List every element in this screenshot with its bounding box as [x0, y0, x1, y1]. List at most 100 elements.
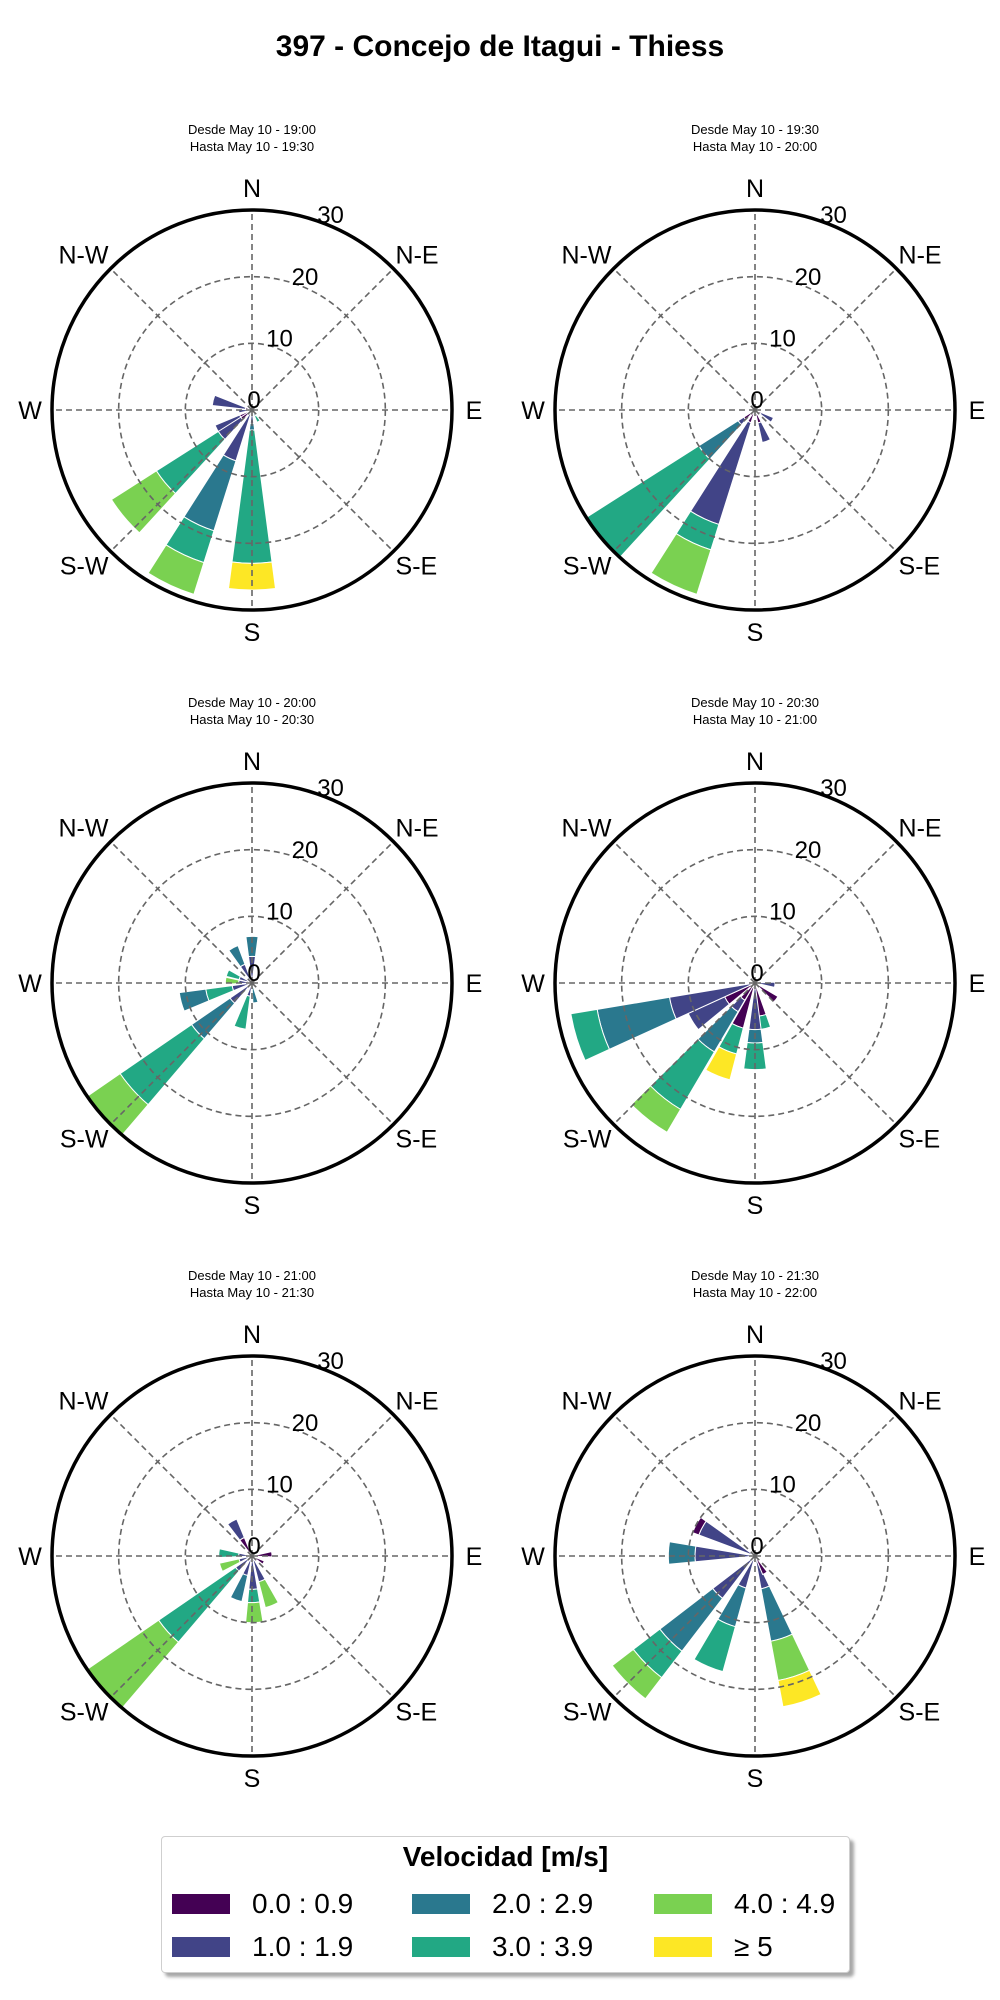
legend-label: 4.0 : 4.9: [734, 1888, 836, 1919]
legend-swatch: [412, 1894, 470, 1914]
radial-tick-label: 10: [266, 898, 293, 925]
windrose-bar-segment: [693, 1618, 737, 1673]
direction-label: S-W: [60, 553, 109, 581]
radial-gridline: [184, 1488, 320, 1624]
angular-gridline: [613, 1555, 756, 1698]
direction-label: E: [969, 1543, 986, 1571]
radial-gridline: [184, 915, 320, 1051]
angular-gridline: [754, 409, 897, 552]
radial-tick-label: 30: [317, 775, 344, 802]
radial-tick-label: 20: [292, 264, 319, 291]
direction-label: W: [18, 970, 42, 998]
panel-subtitle: Desde May 10 - 19:00: [188, 122, 316, 137]
windrose-panel: Desde May 10 - 20:00 Hasta May 10 - 20:30…: [18, 695, 482, 1220]
windrose-bar-segment: [251, 982, 259, 1004]
legend-swatch: [654, 1937, 712, 1957]
windrose-figure: Desde May 10 - 19:00 Hasta May 10 - 19:30…: [18, 122, 986, 1793]
legend: Velocidad [m/s] 0.0 : 0.9 1.0 : 1.9 2.0 …: [161, 1836, 850, 1973]
direction-label: N-W: [58, 814, 108, 842]
angular-gridline: [613, 841, 756, 984]
panel-subtitle: Desde May 10 - 21:30: [691, 1268, 819, 1283]
panel-subtitle: Desde May 10 - 20:00: [188, 695, 316, 710]
radial-gridline: [687, 915, 823, 1051]
outer-ring: [553, 781, 957, 1185]
windrose-bar-segment: [757, 421, 772, 444]
windrose-bar-segment: [157, 1566, 240, 1643]
direction-label: S: [747, 619, 764, 647]
panel-subtitle: Hasta May 10 - 20:30: [190, 712, 314, 727]
radial-tick-label: 30: [317, 202, 344, 229]
legend-swatch: [172, 1937, 230, 1957]
windrose-bar-segment: [218, 1558, 241, 1573]
legend-swatch: [172, 1894, 230, 1914]
windrose-bar-segment: [777, 1669, 822, 1708]
windrose-bar-segment: [596, 996, 677, 1051]
radial-tick-label: 20: [795, 1410, 822, 1437]
panel-subtitle: Hasta May 10 - 22:00: [693, 1285, 817, 1300]
radial-tick-label: 0: [247, 387, 260, 414]
angular-gridline: [754, 982, 897, 1125]
direction-label: S-E: [396, 1126, 438, 1154]
radial-tick-label: 10: [266, 1471, 293, 1498]
windrose-bar-segment: [570, 1008, 611, 1062]
direction-label: S: [747, 1192, 764, 1220]
legend-item: 2.0 : 2.9: [412, 1888, 593, 1919]
radial-tick-label: 30: [317, 1348, 344, 1375]
legend-label: 0.0 : 0.9: [252, 1888, 354, 1919]
angular-gridline: [110, 1414, 253, 1557]
direction-label: S-W: [563, 1126, 612, 1154]
windrose-bar-segment: [225, 969, 242, 981]
direction-label: N-W: [58, 241, 108, 269]
radial-tick-label: 30: [820, 775, 847, 802]
direction-label: S: [747, 1765, 764, 1793]
radial-tick-label: 10: [266, 325, 293, 352]
angular-gridline: [613, 409, 756, 552]
windrose-panel: Desde May 10 - 20:30 Hasta May 10 - 21:00…: [521, 695, 985, 1220]
direction-label: S-E: [396, 1699, 438, 1727]
radial-tick-label: 0: [247, 1533, 260, 1560]
windrose-bar-segment: [667, 1541, 697, 1565]
angular-gridline: [110, 268, 253, 411]
direction-label: N-E: [396, 814, 439, 842]
radial-tick-label: 0: [750, 960, 763, 987]
panel-subtitle: Hasta May 10 - 19:30: [190, 139, 314, 154]
windrose-bar-segment: [228, 944, 246, 968]
outer-ring: [50, 208, 454, 612]
windrose-bar-segment: [245, 1601, 264, 1624]
radial-tick-label: 20: [795, 837, 822, 864]
radial-tick-label: 0: [247, 960, 260, 987]
direction-label: W: [521, 1543, 545, 1571]
direction-label: S-E: [899, 1699, 941, 1727]
windrose-bar-segment: [754, 982, 779, 1003]
direction-label: N: [243, 748, 261, 776]
direction-label: S: [244, 619, 261, 647]
windrose-bar-segment: [694, 1545, 756, 1563]
windrose-bar-segment: [258, 1578, 279, 1609]
direction-label: N: [243, 1321, 261, 1349]
windrose-bar-segment: [233, 994, 251, 1030]
direction-label: S-W: [60, 1126, 109, 1154]
legend-item: ≥ 5: [654, 1931, 773, 1962]
direction-label: N-W: [561, 814, 611, 842]
angular-gridline: [754, 1414, 897, 1557]
panel-subtitle: Desde May 10 - 20:30: [691, 695, 819, 710]
outer-ring: [553, 1354, 957, 1758]
angular-gridline: [110, 982, 253, 1125]
direction-label: W: [521, 970, 545, 998]
angular-gridline: [251, 1555, 394, 1698]
chart-title: 397 - Concejo de Itagui - Thiess: [275, 30, 725, 63]
windrose-bar-segment: [246, 1588, 261, 1604]
windrose-panel: Desde May 10 - 21:00 Hasta May 10 - 21:30…: [18, 1268, 482, 1793]
panel-subtitle: Desde May 10 - 19:30: [691, 122, 819, 137]
direction-label: E: [969, 970, 986, 998]
direction-label: S-W: [60, 1699, 109, 1727]
direction-label: S-W: [563, 1699, 612, 1727]
panel-subtitle: Hasta May 10 - 21:30: [190, 1285, 314, 1300]
direction-label: N-W: [58, 1387, 108, 1415]
radial-tick-label: 30: [820, 202, 847, 229]
windrose-bar-segment: [110, 470, 177, 534]
outer-ring: [50, 1354, 454, 1758]
windrose-bar-segment: [650, 533, 712, 596]
outer-ring: [553, 208, 957, 612]
direction-label: N: [746, 1321, 764, 1349]
